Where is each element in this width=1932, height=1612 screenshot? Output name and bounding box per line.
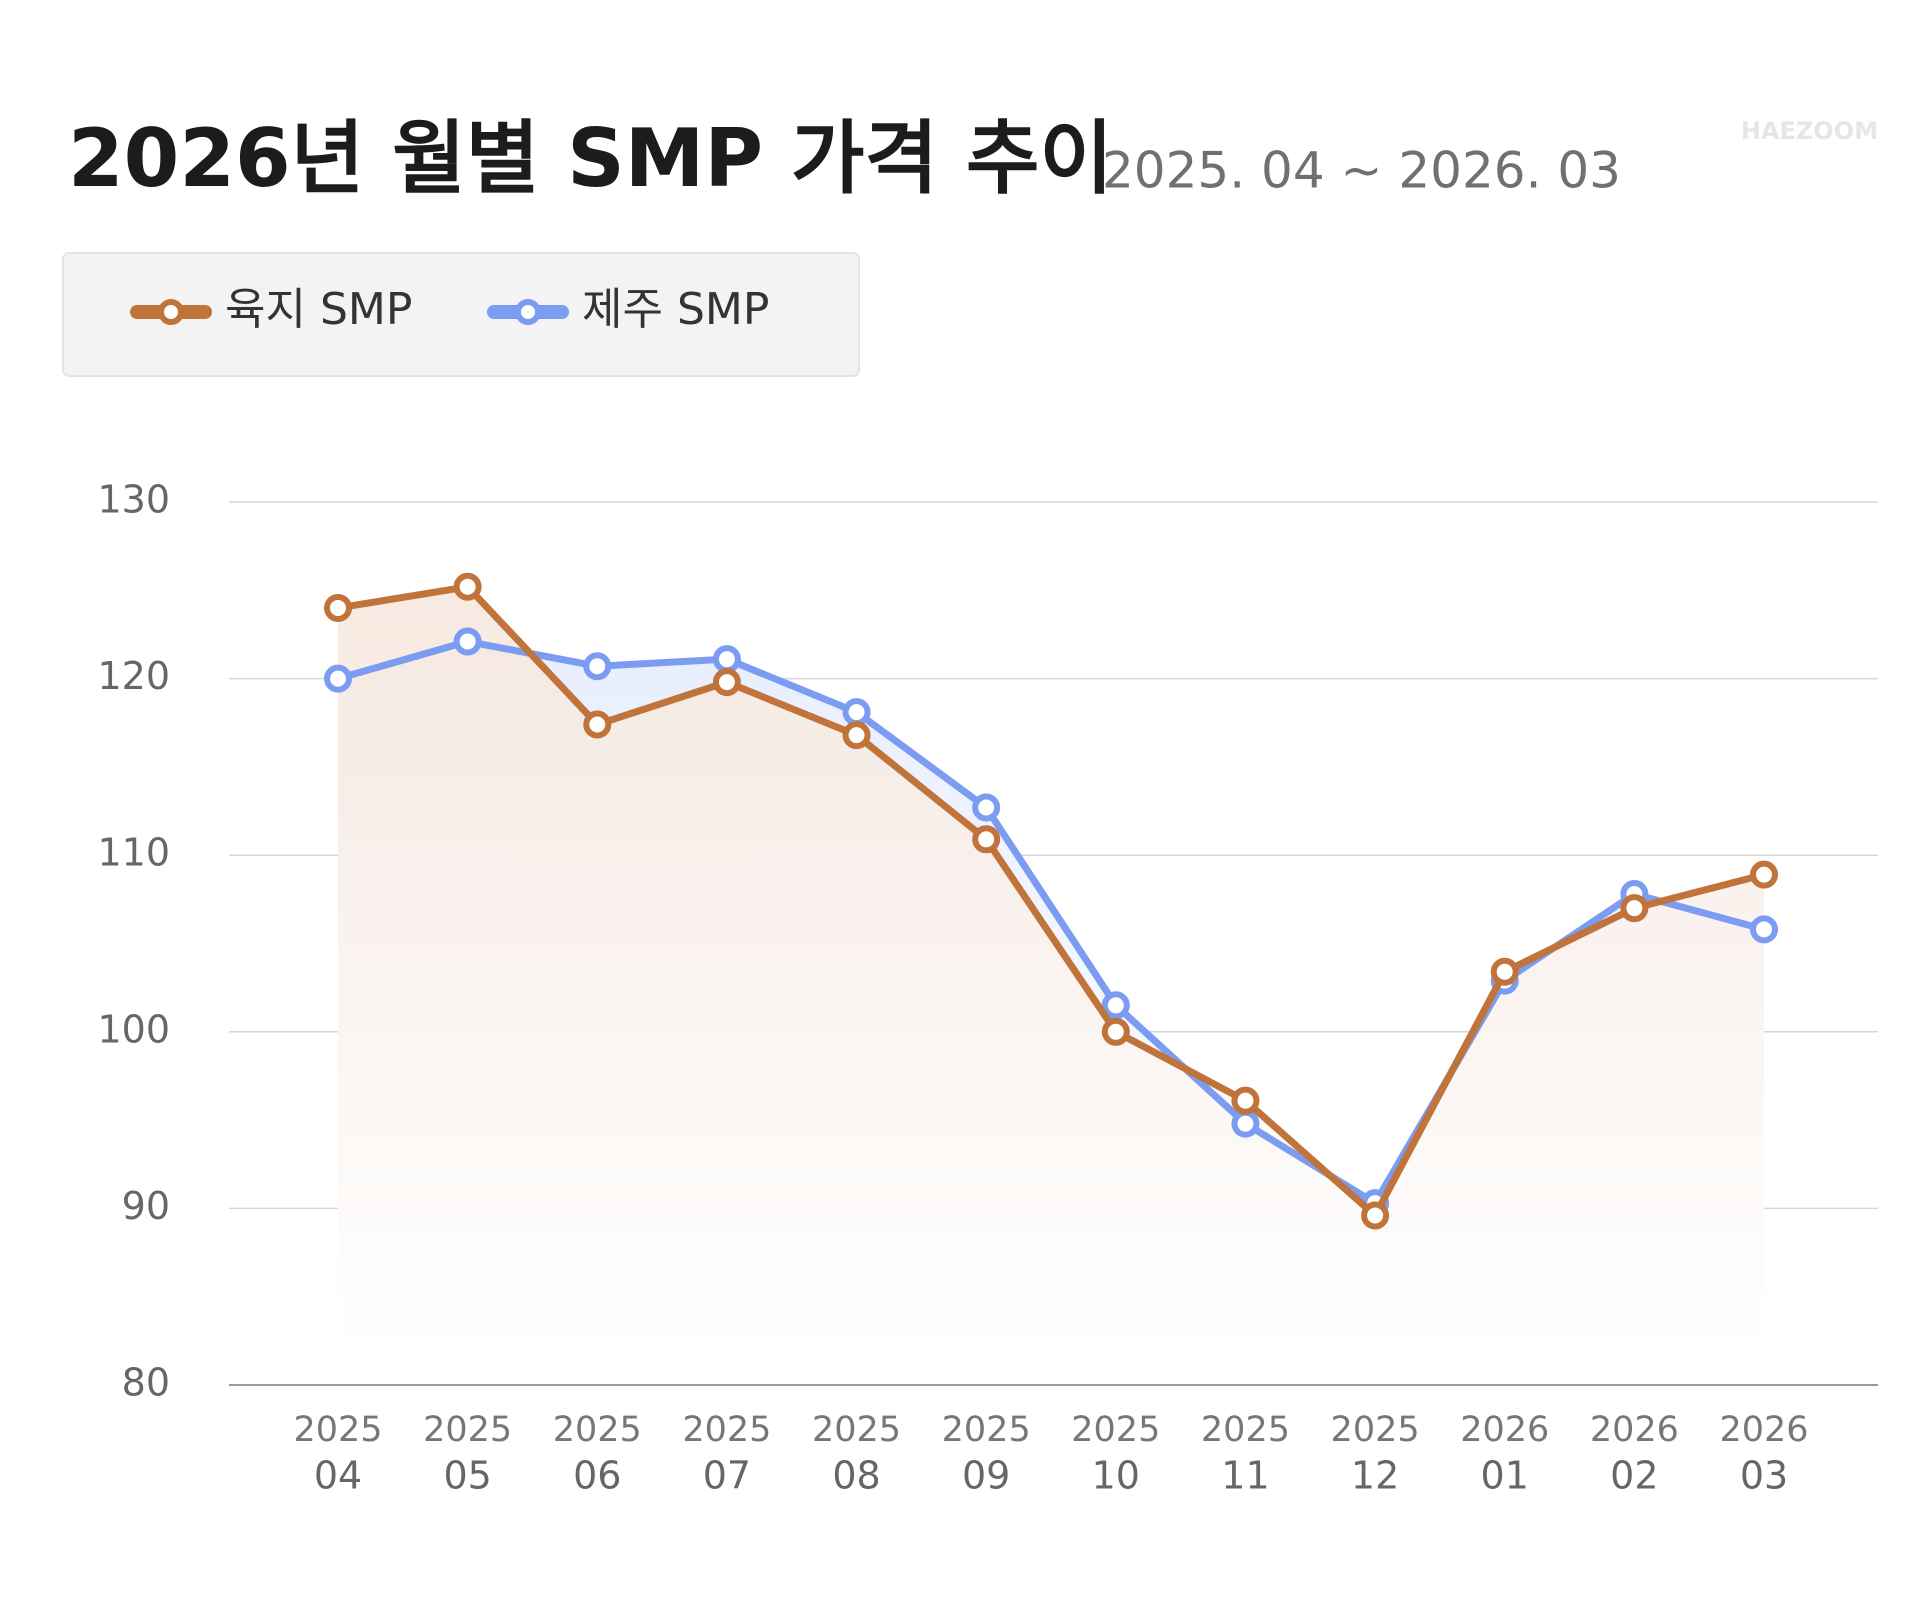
x-tick-label: 06	[573, 1454, 621, 1498]
point-marker	[324, 664, 352, 693]
point-marker	[1361, 1201, 1390, 1230]
point-marker	[1620, 894, 1649, 923]
point-marker	[1750, 860, 1778, 889]
x-tick-label: 2025	[1201, 1410, 1290, 1450]
series-line	[337, 638, 1765, 1207]
x-tick-label: 2025	[293, 1410, 382, 1450]
x-tick-label: 10	[1092, 1454, 1140, 1498]
legend-marker	[515, 299, 541, 325]
legend-label: 육지 SMP	[225, 284, 412, 335]
point-marker	[842, 698, 871, 727]
y-tick-label: 100	[97, 1007, 170, 1051]
x-tick-label: 2025	[1071, 1410, 1160, 1450]
x-tick-label: 07	[703, 1454, 751, 1498]
series-line	[337, 583, 1765, 1219]
point-marker	[583, 652, 612, 681]
point-marker	[324, 593, 352, 622]
point-marker	[1101, 991, 1130, 1020]
y-tick-label: 110	[97, 831, 170, 875]
x-tick-label: 03	[1740, 1454, 1788, 1498]
x-tick-label: 09	[962, 1454, 1010, 1498]
x-tick-label: 04	[314, 1454, 362, 1498]
x-tick-label: 08	[832, 1454, 880, 1498]
x-tick-label: 2026	[1460, 1410, 1549, 1450]
point-marker	[1750, 915, 1778, 944]
legend-marker	[158, 299, 184, 325]
point-marker	[1490, 957, 1519, 986]
x-tick-label: 2025	[1331, 1410, 1420, 1450]
point-marker	[1101, 1017, 1130, 1046]
legend-box	[62, 252, 860, 377]
point-marker	[453, 627, 482, 656]
watermark: HAEZOOM	[1741, 117, 1878, 145]
point-marker	[712, 645, 741, 674]
point-marker	[453, 572, 482, 601]
x-tick-label: 2026	[1590, 1410, 1679, 1450]
y-tick-label: 80	[122, 1361, 170, 1405]
area-fill	[338, 586, 1764, 1350]
x-tick-label: 01	[1481, 1454, 1529, 1498]
x-tick-label: 2025	[812, 1410, 901, 1450]
point-marker	[972, 793, 1001, 822]
x-tick-label: 02	[1610, 1454, 1658, 1498]
x-tick-label: 12	[1351, 1454, 1399, 1498]
x-tick-label: 2025	[423, 1410, 512, 1450]
x-tick-label: 2025	[553, 1410, 642, 1450]
x-tick-label: 2025	[682, 1410, 771, 1450]
point-marker	[1231, 1109, 1260, 1138]
x-tick-label: 2026	[1719, 1410, 1808, 1450]
point-marker	[1231, 1086, 1260, 1115]
point-marker	[712, 668, 741, 697]
y-tick-label: 90	[122, 1184, 170, 1228]
legend-label: 제주 SMP	[582, 284, 769, 335]
point-marker	[583, 710, 612, 739]
chart-title: 2026년 월별 SMP 가격 추이	[68, 112, 1113, 205]
point-marker	[972, 825, 1001, 854]
y-tick-label: 120	[97, 654, 170, 698]
chart-subtitle: 2025. 04 ~ 2026. 03	[1102, 142, 1621, 200]
x-tick-label: 11	[1221, 1454, 1269, 1498]
y-tick-label: 130	[97, 478, 170, 522]
x-tick-label: 05	[443, 1454, 491, 1498]
x-tick-label: 2025	[942, 1410, 1031, 1450]
point-marker	[842, 721, 871, 750]
